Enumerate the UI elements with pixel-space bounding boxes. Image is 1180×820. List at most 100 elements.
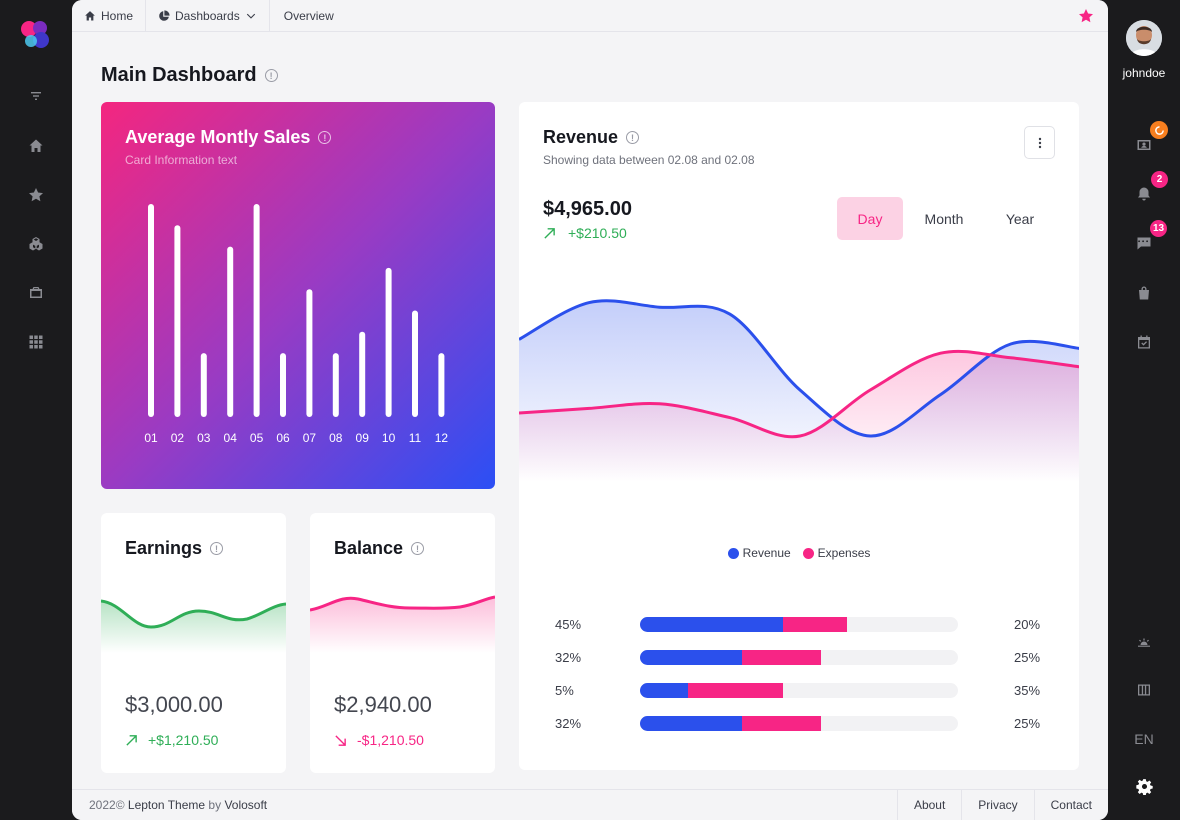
page-title: Main Dashboard ! xyxy=(101,64,278,87)
company-name[interactable]: Volosoft xyxy=(224,798,268,812)
breadcrumb: Home Dashboards Overview xyxy=(72,0,1108,32)
bar-tick-label: 05 xyxy=(250,431,264,445)
progress-bar-track xyxy=(640,716,958,731)
chart-legend: Revenue Expenses xyxy=(519,546,1079,560)
bar-tick-label: 06 xyxy=(276,431,290,445)
info-icon[interactable]: ! xyxy=(264,69,278,82)
favorite-star-icon[interactable] xyxy=(1078,8,1094,24)
progress-bar-track xyxy=(640,683,958,698)
chevron-down-icon xyxy=(246,13,255,19)
legend-revenue[interactable]: Revenue xyxy=(727,546,791,560)
more-options-button[interactable] xyxy=(1024,126,1055,159)
legend-label: Expenses xyxy=(817,546,871,560)
revenue-amount: $4,965.00 xyxy=(543,198,632,220)
revenue-delta-value: +$210.50 xyxy=(568,225,627,241)
card-title: Balance ! xyxy=(334,538,425,559)
revenue-delta: +$210.50 xyxy=(543,225,627,241)
sales-bar-03[interactable] xyxy=(200,353,207,417)
footer-link-contact[interactable]: Contact xyxy=(1033,790,1108,820)
theme-name[interactable]: Lepton Theme xyxy=(127,798,206,812)
earnings-delta: +$1,210.50 xyxy=(125,732,218,748)
tab-day[interactable]: Day xyxy=(837,197,903,240)
star-icon[interactable] xyxy=(26,185,46,205)
sales-bar-04[interactable] xyxy=(227,246,234,417)
breadcrumb-home-label: Home xyxy=(101,8,134,23)
earnings-sparkline xyxy=(101,599,286,653)
card-title: Earnings ! xyxy=(125,538,224,559)
brand-logo[interactable] xyxy=(18,18,52,52)
arrow-down-right-icon xyxy=(335,734,346,746)
balance-title: Balance xyxy=(334,538,404,558)
footer-link-privacy[interactable]: Privacy xyxy=(961,790,1033,820)
info-icon[interactable]: ! xyxy=(626,131,640,144)
progress-bar-expenses xyxy=(741,650,822,665)
balance-amount: $2,940.00 xyxy=(334,692,432,717)
series-line-revenue[interactable] xyxy=(519,299,1079,438)
breadcrumb-dashboards[interactable]: Dashboards xyxy=(146,0,270,31)
progress-right-value: 35% xyxy=(1014,683,1041,698)
columns-layout-icon[interactable] xyxy=(1134,680,1154,700)
tab-month[interactable]: Month xyxy=(924,210,964,227)
legend-expenses[interactable]: Expenses xyxy=(802,546,871,560)
sales-bar-08[interactable] xyxy=(332,353,339,417)
sales-bar-12[interactable] xyxy=(438,353,445,417)
language-selector[interactable]: EN xyxy=(1134,731,1154,747)
balance-sparkline xyxy=(310,595,495,653)
more-vertical-icon xyxy=(1038,137,1041,148)
progress-left-value: 32% xyxy=(555,650,582,665)
series-line-expenses[interactable] xyxy=(519,349,1079,439)
info-icon[interactable]: ! xyxy=(318,131,332,144)
sales-bar-09[interactable] xyxy=(359,331,366,417)
bar-tick-label: 09 xyxy=(356,431,370,445)
bell-icon[interactable] xyxy=(1134,184,1154,204)
avatar[interactable] xyxy=(1126,20,1162,56)
arrow-up-right-icon xyxy=(544,227,555,239)
progress-bar-revenue xyxy=(640,650,742,665)
progress-row: 5% 35% xyxy=(519,681,1079,701)
info-icon[interactable]: ! xyxy=(411,542,425,555)
home-icon[interactable] xyxy=(26,136,46,156)
legend-label: Revenue xyxy=(742,546,791,560)
copyright-year: 2022© xyxy=(89,798,125,812)
progress-bar-revenue xyxy=(640,683,688,698)
footer-links: About Privacy Contact xyxy=(896,790,1108,820)
bar-tick-label: 02 xyxy=(171,431,185,445)
cubes-icon[interactable] xyxy=(26,234,46,254)
shopping-bag-icon[interactable] xyxy=(1134,283,1154,303)
breadcrumb-home[interactable]: Home xyxy=(72,0,147,31)
sales-bar-02[interactable] xyxy=(174,225,181,417)
bar-tick-label: 10 xyxy=(382,431,396,445)
tab-year[interactable]: Year xyxy=(1005,210,1035,227)
settings-gear-icon[interactable] xyxy=(1134,776,1154,796)
apps-grid-icon[interactable] xyxy=(26,332,46,352)
progress-row: 45% 20% xyxy=(519,615,1079,635)
calendar-check-icon[interactable] xyxy=(1134,332,1154,352)
balance-card: Balance ! $2,940.00 -$1,210.50 xyxy=(310,513,495,773)
chat-icon[interactable] xyxy=(1134,233,1154,253)
menu-filter-icon[interactable] xyxy=(26,86,46,106)
progress-bar-revenue xyxy=(640,617,784,632)
info-icon[interactable]: ! xyxy=(210,542,224,555)
sales-bar-11[interactable] xyxy=(412,310,418,418)
legend-dot xyxy=(727,547,739,559)
revenue-expenses-area-chart xyxy=(519,299,1079,482)
bar-tick-label: 01 xyxy=(144,431,158,445)
breadcrumb-current[interactable]: Overview xyxy=(270,0,346,31)
username[interactable]: johndoe xyxy=(1122,66,1166,80)
sales-bar-07[interactable] xyxy=(306,289,313,417)
main-content: Home Dashboards Overview Main Dashboard … xyxy=(72,0,1108,820)
sales-bar-05[interactable] xyxy=(253,204,260,417)
sales-card-title: Average Montly Sales xyxy=(125,127,311,147)
briefcase-icon[interactable] xyxy=(26,283,46,303)
footer-link-about[interactable]: About xyxy=(896,790,961,820)
sunrise-icon[interactable] xyxy=(1134,632,1154,652)
progress-bar-track xyxy=(640,617,958,632)
card-title: Revenue ! xyxy=(543,127,640,148)
sales-bar-06[interactable] xyxy=(280,353,286,417)
sales-bar-10[interactable] xyxy=(385,267,392,417)
revenue-card: Revenue ! Showing data between 02.08 and… xyxy=(519,102,1079,770)
contact-card-icon[interactable] xyxy=(1134,135,1154,155)
bar-tick-label: 08 xyxy=(329,431,343,445)
copyright-by: by xyxy=(208,798,222,812)
sales-bar-01[interactable] xyxy=(148,204,154,417)
